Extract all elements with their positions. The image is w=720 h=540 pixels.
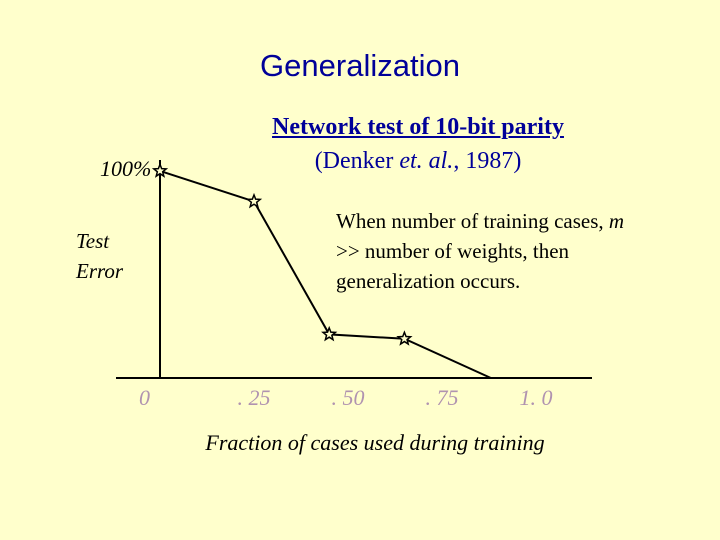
x-tick-labels: 0 . 25 . 50 . 75 1. 0: [139, 385, 553, 410]
data-point-star-marker: [396, 330, 413, 346]
chart-subtitle: Network test of 10-bit parity: [272, 114, 564, 140]
citation-suffix: , 1987): [453, 148, 522, 174]
note-text-start: When number of training cases,: [336, 209, 609, 233]
x-axis-label: Fraction of cases used during training: [205, 430, 545, 455]
note-text-end: >> number of weights, then generalizatio…: [336, 239, 570, 293]
chart-citation: (Denker et. al., 1987): [238, 148, 598, 175]
note-variable-m: m: [608, 209, 625, 233]
data-point-star-marker: [245, 192, 263, 209]
data-point-star-marker: [151, 162, 169, 178]
x-tick-label: . 25: [238, 385, 271, 410]
x-tick-label: . 50: [332, 385, 365, 410]
y-axis-label: Test Error: [76, 229, 124, 283]
citation-etal: et. al.: [399, 148, 454, 174]
x-tick-label: . 75: [426, 385, 459, 410]
slide-title: Generalization: [260, 48, 460, 83]
y-axis-top-label: 100%: [100, 156, 152, 181]
data-series: [151, 162, 492, 379]
data-point-star-marker: [321, 325, 338, 342]
annotation-note: When number of training cases, m >> numb…: [336, 206, 636, 296]
series-line: [159, 169, 492, 379]
citation-prefix: (Denker: [314, 148, 400, 174]
x-tick-label: 0: [139, 385, 150, 410]
x-tick-label: 1. 0: [520, 385, 553, 410]
